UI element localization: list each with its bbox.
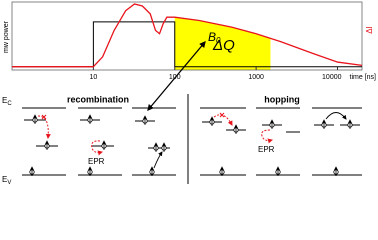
y2-axis-label: ΔI: [365, 26, 374, 34]
epr-label: EPR: [258, 145, 275, 154]
shade-label: ΔQ: [212, 37, 235, 54]
epr-label: EPR: [88, 157, 105, 166]
conduction-label: EC: [2, 96, 12, 106]
diagrams: EC EV recombination hopping EPR EPR: [2, 94, 362, 184]
transition: [213, 114, 233, 126]
x-tick-label: 10000: [322, 74, 342, 81]
x-tick-label: 10: [89, 74, 97, 81]
transition: [153, 151, 163, 169]
field-arrow: [147, 41, 206, 111]
transition: [325, 112, 347, 120]
valence-label: EV: [2, 175, 11, 184]
cross: [41, 114, 47, 120]
panel-title: recombination: [67, 94, 129, 104]
series-line: [12, 3, 363, 68]
field-subscript: 0: [216, 36, 221, 45]
transition: [261, 129, 273, 144]
y-axis-label: mw power: [3, 20, 10, 53]
x-axis-label: time [ns]: [350, 74, 377, 81]
field-label: B0: [208, 30, 221, 45]
x-tick-label: 1000: [248, 74, 264, 81]
transition: [91, 140, 103, 156]
field-symbol: B: [208, 30, 216, 44]
panel-title: hopping: [264, 94, 300, 104]
cross: [219, 112, 225, 118]
transition: [37, 115, 51, 139]
